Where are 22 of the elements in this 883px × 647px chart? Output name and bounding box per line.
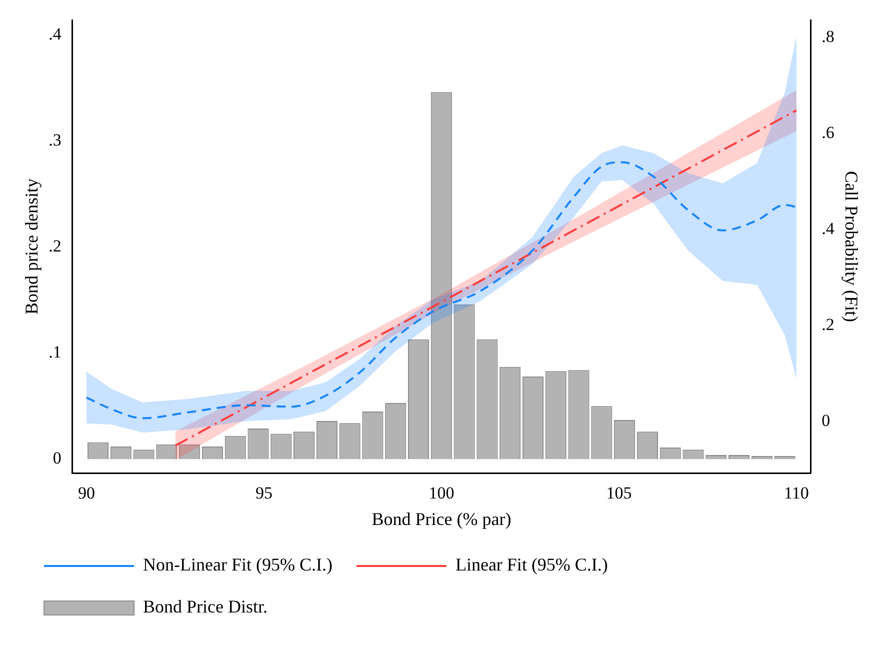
x-tick-label: 90: [78, 484, 96, 503]
legend-label: Bond Price Distr.: [143, 596, 268, 617]
y-axis-title: Bond price density: [22, 178, 42, 314]
y2-tick-label: .4: [822, 218, 835, 238]
y2-tick-label: 0: [822, 411, 830, 430]
legend-label: Non-Linear Fit (95% C.I.): [143, 554, 332, 575]
y-tick-label: .2: [48, 236, 62, 256]
y2-tick-label: .2: [822, 314, 834, 334]
x-tick-label: 105: [606, 484, 632, 503]
y-tick-label: 0: [52, 448, 62, 468]
y-tick-label: .1: [48, 342, 62, 362]
legend-label: Linear Fit (95% C.I.): [455, 554, 608, 575]
x-tick-label: 110: [784, 484, 809, 503]
y2-tick-label: .8: [822, 26, 834, 46]
y2-axis-title: Call Probability (Fit): [841, 171, 862, 322]
x-axis-title: Bond Price (% par): [372, 508, 512, 529]
x-tick-label: 95: [256, 484, 273, 503]
line-series: [86, 161, 798, 420]
x-tick-label: 100: [428, 484, 454, 503]
y-tick-label: .4: [48, 24, 62, 44]
y2-tick-label: .6: [822, 122, 834, 142]
y-tick-label: .3: [48, 130, 62, 150]
